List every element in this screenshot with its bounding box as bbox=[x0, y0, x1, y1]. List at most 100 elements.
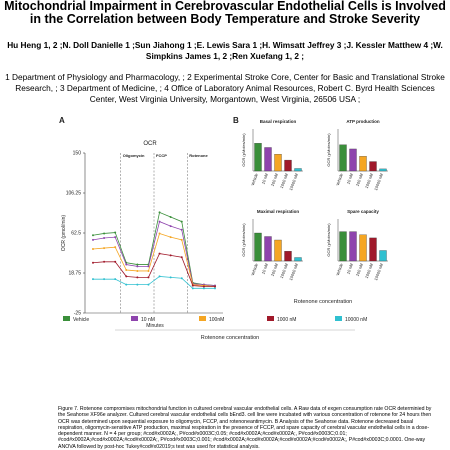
chart-title: Spare capacity bbox=[347, 209, 379, 214]
point bbox=[114, 278, 117, 281]
point bbox=[147, 265, 150, 268]
x-tick-label: 100 nM bbox=[270, 173, 279, 187]
point bbox=[103, 232, 106, 235]
bar bbox=[369, 161, 377, 172]
bar bbox=[349, 148, 357, 172]
point bbox=[136, 283, 139, 286]
point bbox=[136, 265, 139, 268]
point bbox=[158, 211, 161, 214]
x-tick-label: 10 nM bbox=[345, 263, 354, 275]
x-tick-label: 100 nM bbox=[355, 263, 364, 277]
point bbox=[147, 276, 150, 279]
title: Mitochondrial Impairment in Cerebrovascu… bbox=[4, 0, 446, 26]
point bbox=[180, 228, 183, 231]
affiliations: 1 Department of Physiology and Pharmacol… bbox=[5, 72, 445, 104]
legend-swatch bbox=[267, 316, 274, 321]
y-tick-label: 106.25 bbox=[66, 191, 82, 197]
bar bbox=[254, 143, 262, 172]
point bbox=[103, 278, 106, 281]
point bbox=[125, 269, 128, 272]
legend-swatch bbox=[199, 316, 206, 321]
point bbox=[92, 261, 94, 264]
bar bbox=[274, 154, 282, 172]
point bbox=[92, 238, 94, 241]
legend-label: 100nM bbox=[209, 317, 224, 323]
series-line bbox=[93, 276, 215, 289]
point bbox=[158, 220, 161, 223]
point bbox=[202, 285, 205, 288]
bar bbox=[284, 159, 292, 172]
legend-label: 10000 nM bbox=[345, 317, 367, 323]
x-tick-label: 10 nM bbox=[345, 173, 354, 185]
x-tick-label: 10 nM bbox=[260, 263, 269, 275]
point bbox=[147, 283, 150, 286]
y-axis-label: OCR (pMoles/min) bbox=[326, 223, 331, 257]
chart-title: Maximal respiration bbox=[257, 209, 300, 214]
legend-label: Vehicle bbox=[73, 317, 89, 323]
point bbox=[125, 283, 128, 286]
y-axis-label: OCR (pMoles/min) bbox=[241, 133, 246, 167]
bar bbox=[339, 231, 347, 262]
point bbox=[92, 248, 94, 250]
point bbox=[169, 276, 172, 279]
point bbox=[125, 263, 128, 266]
x-tick-label: Vehicle bbox=[335, 172, 344, 187]
x-axis-label: Minutes bbox=[146, 323, 164, 329]
legend-label: 1000 nM bbox=[277, 317, 296, 323]
point bbox=[103, 237, 106, 240]
legend-swatch bbox=[131, 316, 138, 321]
y-tick-label: 18.75 bbox=[68, 271, 81, 277]
point bbox=[214, 285, 216, 288]
x-tick-label: 1000 nM bbox=[364, 173, 374, 189]
intervention-label: Rotenone bbox=[189, 153, 208, 158]
bar bbox=[379, 250, 387, 262]
point bbox=[147, 269, 150, 272]
bar bbox=[264, 147, 272, 172]
point bbox=[158, 275, 161, 278]
chart-title: Basal respiration bbox=[260, 119, 297, 124]
caption: Figure 7. Rotenone compromises mitochond… bbox=[58, 406, 432, 450]
point bbox=[114, 231, 117, 234]
x-tick-label: 1000 nM bbox=[279, 173, 289, 189]
x-tick-label: 10000 nM bbox=[373, 263, 384, 281]
intervention-label: FCCP bbox=[156, 153, 167, 158]
point bbox=[180, 220, 183, 223]
x-tick-label: Vehicle bbox=[335, 262, 344, 277]
y-axis-label: OCR (pMoles/min) bbox=[241, 223, 246, 257]
point bbox=[169, 216, 172, 218]
point bbox=[202, 287, 205, 290]
point bbox=[191, 284, 194, 287]
point bbox=[180, 277, 183, 280]
chart-title: ATP production bbox=[346, 119, 380, 124]
x-tick-label: 10 nM bbox=[260, 173, 269, 185]
x-tick-label: 10000 nM bbox=[288, 263, 299, 281]
x-axis-label: Rotenone concentration bbox=[201, 335, 259, 341]
x-tick-label: Vehicle bbox=[250, 172, 259, 187]
x-tick-label: 100 nM bbox=[270, 263, 279, 277]
y-tick-label: -25 bbox=[74, 311, 81, 317]
x-tick-label: 1000 nM bbox=[279, 263, 289, 279]
figure: A OCR 150 106.25 62.5 18.75 -25 OCR (pmol/min) M… bbox=[59, 116, 388, 341]
point bbox=[136, 276, 139, 279]
legend-swatch bbox=[335, 316, 342, 321]
point bbox=[169, 236, 172, 239]
bar bbox=[294, 257, 302, 262]
point bbox=[136, 269, 139, 272]
point bbox=[169, 254, 172, 257]
page: Mitochondrial Impairment in Cerebrovascu… bbox=[4, 0, 446, 450]
authors: Hu Heng 1, 2 ;N. Doll Danielle 1 ;Sun Ji… bbox=[7, 40, 443, 61]
bar bbox=[284, 251, 292, 262]
bar bbox=[254, 232, 262, 262]
x-tick-label: 10000 nM bbox=[373, 173, 384, 191]
point bbox=[136, 263, 139, 266]
point bbox=[114, 246, 117, 249]
point bbox=[125, 275, 128, 278]
x-axis-label: Rotenone concentration bbox=[294, 299, 352, 305]
series-line bbox=[92, 211, 216, 286]
point bbox=[180, 238, 183, 241]
point bbox=[114, 236, 117, 239]
x-tick-label: Vehicle bbox=[250, 262, 259, 277]
y-tick-label: 62.5 bbox=[71, 231, 81, 237]
point bbox=[158, 232, 161, 235]
point bbox=[158, 252, 161, 255]
